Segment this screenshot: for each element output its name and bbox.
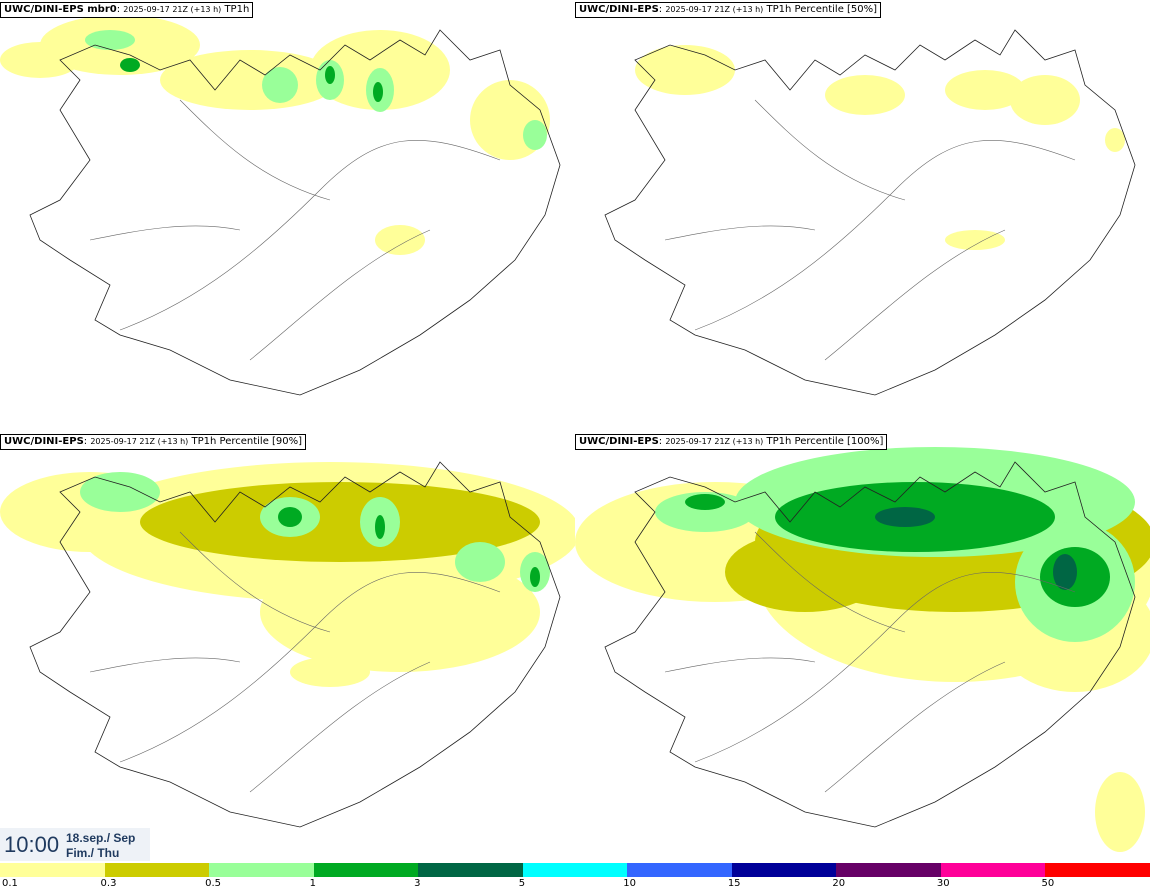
colorbar-swatch: [627, 863, 733, 877]
coastline: [29, 29, 561, 396]
precip-area: [725, 532, 885, 612]
colorbar-label: 0.3: [100, 878, 117, 889]
road-line: [754, 99, 906, 201]
colorbar-label: 1: [309, 878, 316, 889]
precip-area: [1105, 128, 1125, 152]
road-line: [89, 657, 241, 673]
precip-colorbar: [0, 863, 1150, 877]
valid-weekday: Fim./ Thu: [66, 846, 120, 860]
field-name: TP1h: [224, 4, 250, 15]
map-canvas: [0, 15, 561, 396]
field-name: TP1h Percentile [100%]: [766, 436, 884, 447]
road-line: [694, 140, 1076, 331]
road-line: [179, 99, 331, 201]
field-name: TP1h Percentile [90%]: [191, 436, 303, 447]
precip-area: [85, 30, 135, 50]
model-name: UWC/DINI-EPS: [4, 436, 84, 447]
panel-title: UWC/DINI-EPS: 2025-09-17 21Z (+13 h) TP1…: [575, 434, 888, 450]
colorbar-swatch: [104, 863, 211, 877]
precip-area: [523, 120, 547, 150]
colorbar-swatch: [940, 863, 1047, 877]
valid-time: 10:00: [4, 832, 60, 857]
model-name: UWC/DINI-EPS: [579, 436, 659, 447]
colorbar-label: 30: [936, 878, 950, 889]
run-time: 2025-09-17 21Z (+13 h): [665, 5, 764, 14]
road-line: [249, 661, 431, 793]
road-line: [119, 572, 501, 763]
precip-area: [80, 472, 160, 512]
panel-title: UWC/DINI-EPS mbr0: 2025-09-17 21Z (+13 h…: [0, 2, 254, 18]
map-canvas: [0, 461, 575, 828]
run-time: 2025-09-17 21Z (+13 h): [90, 437, 189, 446]
colorbar-swatch: [522, 863, 629, 877]
precip-area: [875, 507, 935, 527]
precip-area: [375, 515, 385, 539]
colorbar-swatch: [418, 863, 524, 877]
precip-area: [1010, 75, 1080, 125]
colorbar-label: 0.1: [2, 878, 18, 889]
valid-time-box: 10:00 18.sep./ Sep Fim./ Thu: [0, 828, 150, 861]
colorbar-label: 0.5: [205, 878, 221, 889]
precip-area: [825, 75, 905, 115]
colorbar-swatch: [731, 863, 838, 877]
precip-area: [262, 67, 298, 103]
precip-area: [140, 482, 540, 562]
map-panel-p50: UWC/DINI-EPS: 2025-09-17 21Z (+13 h) TP1…: [575, 0, 1150, 431]
coastline: [29, 461, 561, 828]
map-panel-p100: UWC/DINI-EPS: 2025-09-17 21Z (+13 h) TP1…: [575, 432, 1150, 863]
colorbar-swatch: [836, 863, 942, 877]
precip-area: [1095, 772, 1145, 852]
precip-area: [375, 225, 425, 255]
road-line: [119, 140, 501, 331]
road-line: [249, 229, 431, 361]
precip-area: [945, 230, 1005, 250]
colorbar-label: 50: [1041, 878, 1055, 889]
field-name: TP1h Percentile [50%]: [766, 4, 878, 15]
precip-area: [1053, 554, 1077, 590]
panel-title: UWC/DINI-EPS: 2025-09-17 21Z (+13 h) TP1…: [575, 2, 882, 18]
precip-area: [160, 50, 340, 110]
colorbar-swatch: [1045, 863, 1150, 877]
valid-date: 18.sep./ Sep: [66, 831, 136, 845]
road-line: [824, 229, 1006, 361]
precip-area: [278, 507, 302, 527]
coastline: [604, 461, 1136, 828]
colorbar-label: 15: [727, 878, 741, 889]
precip-area: [945, 70, 1025, 110]
precip-area: [685, 494, 725, 510]
colorbar-label: 20: [832, 878, 846, 889]
map-panel-p90: UWC/DINI-EPS: 2025-09-17 21Z (+13 h) TP1…: [0, 432, 575, 863]
map-canvas: [575, 447, 1150, 852]
road-line: [694, 572, 1076, 763]
model-name: UWC/DINI-EPS: [579, 4, 659, 15]
precip-area: [455, 542, 505, 582]
road-line: [89, 225, 241, 241]
precip-area: [325, 66, 335, 84]
road-line: [824, 661, 1006, 793]
colorbar-swatch: [313, 863, 420, 877]
road-line: [754, 531, 906, 633]
colorbar-label: 3: [414, 878, 421, 889]
road-line: [664, 225, 816, 241]
map-panel-mbr0: UWC/DINI-EPS mbr0: 2025-09-17 21Z (+13 h…: [0, 0, 575, 431]
run-time: 2025-09-17 21Z (+13 h): [665, 437, 764, 446]
run-time: 2025-09-17 21Z (+13 h): [123, 5, 222, 14]
precip-area: [530, 567, 540, 587]
colorbar-label: 5: [518, 878, 526, 889]
road-line: [179, 531, 331, 633]
colorbar-swatch: [0, 863, 106, 877]
colorbar-label: 10: [623, 878, 636, 889]
precip-area: [373, 82, 383, 102]
coastline: [604, 29, 1136, 396]
precip-area: [120, 58, 140, 72]
precip-area: [290, 657, 370, 687]
colorbar-swatch: [209, 863, 315, 877]
model-name: UWC/DINI-EPS mbr0: [4, 4, 117, 15]
map-canvas: [604, 29, 1136, 396]
precip-area: [655, 492, 755, 532]
panel-title: UWC/DINI-EPS: 2025-09-17 21Z (+13 h) TP1…: [0, 434, 307, 450]
road-line: [664, 657, 816, 673]
